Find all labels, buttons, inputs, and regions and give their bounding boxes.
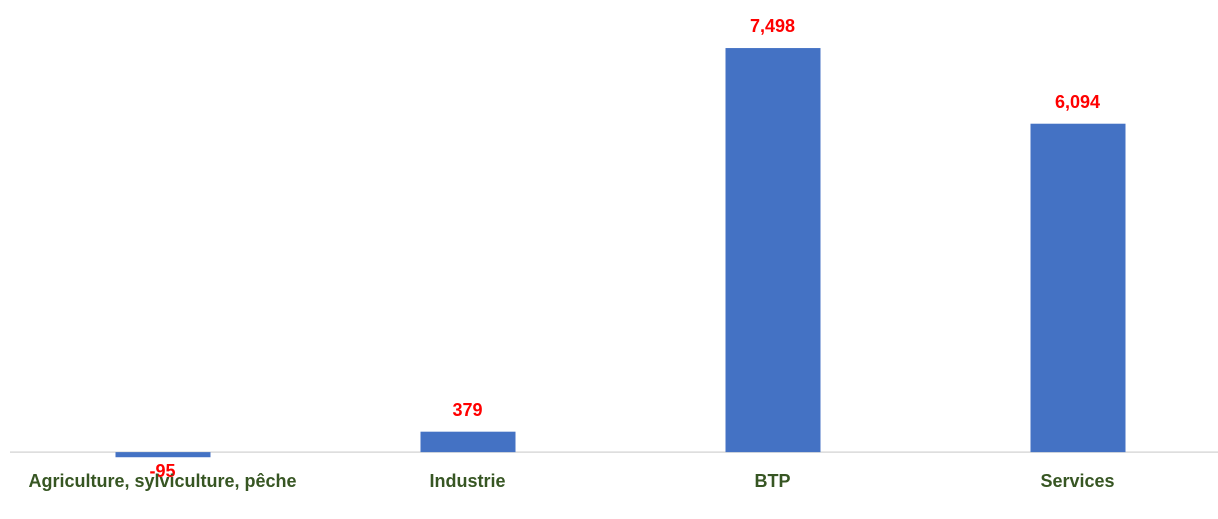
x-tick-label: Services <box>1040 471 1115 491</box>
x-tick-label: Agriculture, sylviculture, pêche <box>28 471 297 491</box>
x-tick-label: Industrie <box>429 471 506 491</box>
value-label: 6,094 <box>1054 91 1101 112</box>
bar <box>725 48 821 453</box>
value-label: -95 <box>149 461 176 482</box>
bar <box>420 431 516 453</box>
bar <box>115 452 211 458</box>
value-label: 379 <box>452 399 483 420</box>
value-label: 7,498 <box>749 16 796 37</box>
x-tick-label: BTP <box>754 471 791 491</box>
bar <box>1030 123 1126 453</box>
